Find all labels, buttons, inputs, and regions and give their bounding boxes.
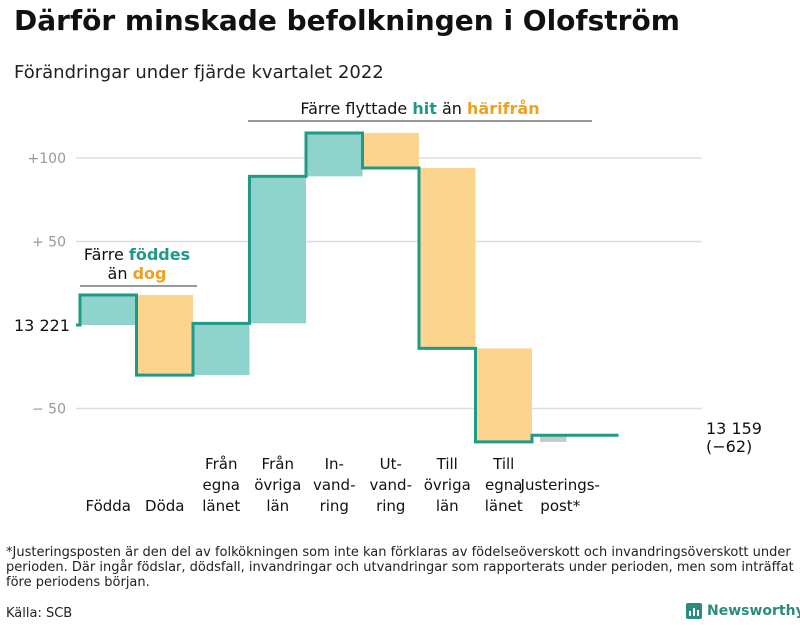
category-label: län [266,497,289,515]
category-label: Ut- [380,455,402,473]
chart-subtitle: Förändringar under fjärde kvartalet 2022 [14,62,384,83]
category-label: Till [492,455,514,473]
annotation-highlight-dog: dog [133,264,167,283]
footnote: *Justeringsposten är den del av folkökni… [6,545,794,590]
annotation-births-line2: än dog [108,264,167,283]
y-tick-label: +100 [28,151,66,167]
category-label: ring [320,497,349,515]
annotation-highlight-fodde: föddes [129,245,190,264]
category-label: övriga [254,476,301,494]
end-value-label: 13 159 [706,419,762,438]
category-label: Till [436,455,458,473]
category-label: Från [262,455,294,473]
category-label: post* [540,497,580,515]
category-label: länet [202,497,240,515]
bar-från-övriga-län [249,176,306,324]
bar-födda [80,294,137,325]
start-value-label: 13 221 [14,316,70,335]
category-label: övriga [424,476,471,494]
source-label: Källa: SCB [6,606,73,621]
bar-invandring [306,132,363,177]
category-label: In- [325,455,344,473]
y-tick-label: + 50 [32,235,66,251]
waterfall-chart: +100 + 50 − 50 13 221 13 159(−62) Födda Döda Fr… [14,99,762,515]
bar-till-övriga-län [419,168,476,349]
y-tick-label: − 50 [32,402,66,418]
end-change-label: (−62) [706,437,752,456]
category-label: län [436,497,459,515]
category-label: länet [485,497,523,515]
category-label: vand- [313,476,356,494]
population-step-line [76,131,619,444]
category-label: ring [376,497,405,515]
brand-name: Newsworthy [707,603,800,619]
annotation-text: Färre flyttade [300,99,412,118]
annotation-births-line1: Färre föddes [84,245,190,264]
annotation-text: Färre [84,245,129,264]
bar-utvandring [362,132,419,169]
annotation-text: än [437,99,467,118]
annotation-text: än [108,264,133,283]
category-label: Justerings- [520,476,600,494]
category-label: egna [203,476,240,494]
category-label: Födda [85,497,131,515]
annotation-migration: Färre flyttade hit än härifrån [300,99,539,118]
category-label: egna [485,476,522,494]
annotation-highlight-harifran: härifrån [467,99,540,118]
annotation-highlight-hit: hit [412,99,437,118]
brand-logo: Newsworthy [686,603,800,619]
bar-justeringspost- [540,435,567,442]
newsworthy-logo-icon [686,603,702,619]
category-label: Från [205,455,237,473]
bar-döda [136,294,193,376]
bar-till-egna-länet [475,348,532,442]
category-label: vand- [369,476,412,494]
bar-från-egna-länet [193,323,250,376]
category-label: Döda [145,497,184,515]
chart-title: Därför minskade befolkningen i Olofström [14,4,680,37]
